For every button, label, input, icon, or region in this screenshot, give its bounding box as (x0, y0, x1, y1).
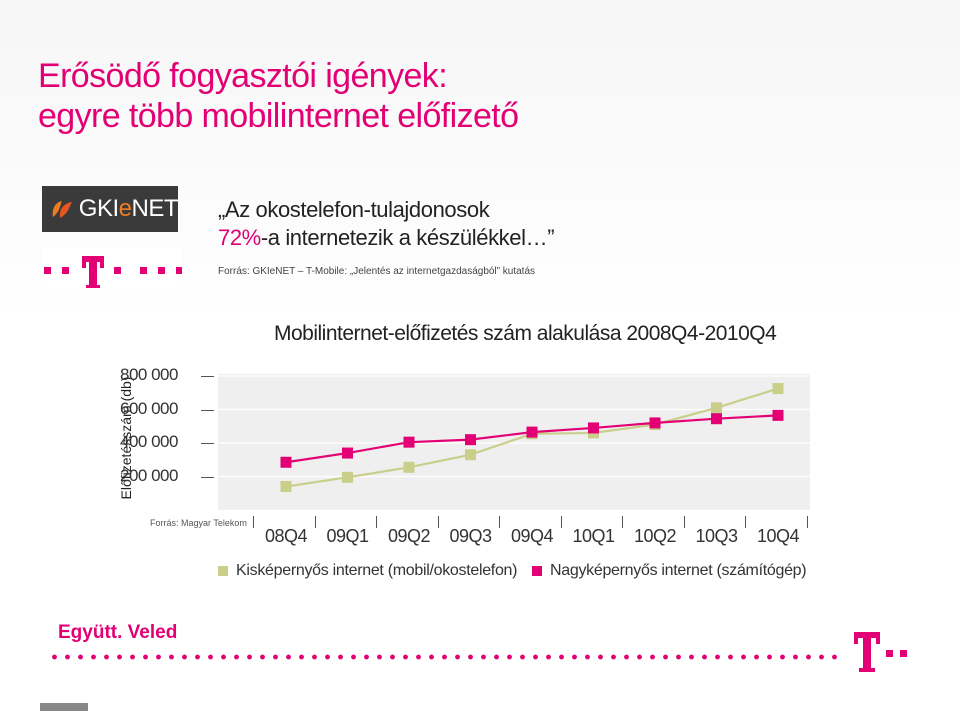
x-tick-separator (745, 516, 747, 528)
gkienet-logo-text: GKIeNET (78, 195, 179, 222)
t-mobile-logo-icon (44, 256, 182, 288)
x-tick-label: 08Q4 (264, 526, 308, 546)
source-note-chart: Forrás: Magyar Telekom (150, 518, 247, 528)
x-tick-label: 09Q3 (449, 526, 492, 546)
title-line-1: Erősödő fogyasztói igények: (38, 57, 448, 95)
y-tick-label: 600 000 (120, 398, 178, 418)
legend-label-large-screen: Nagyképernyős internet (számítógép) (550, 562, 807, 579)
t-logo-icon (854, 632, 907, 672)
legend-swatch-olive (218, 566, 228, 576)
y-tick-label: 200 000 (120, 465, 178, 485)
y-tick-mark (201, 409, 214, 411)
x-tick-label: 09Q4 (510, 526, 554, 546)
title-line-2: egyre több mobilinternet előfizető (38, 97, 519, 135)
x-tick-separator (806, 516, 808, 528)
legend-item-small-screen: Kisképernyős internet (mobil/okostelefon… (218, 562, 517, 580)
x-tick-separator (560, 516, 562, 528)
chart-title: Mobilinternet-előfizetés szám alakulása … (274, 322, 777, 345)
x-tick-label: 09Q1 (326, 526, 369, 546)
y-tick-label: 800 000 (120, 365, 178, 384)
quote: „Az okostelefon-tulajdonosok 72%-a inter… (218, 196, 638, 252)
legend-item-large-screen: Nagyképernyős internet (számítógép) (532, 562, 807, 580)
x-tick-label: 10Q1 (572, 526, 615, 546)
legend-label-small-screen: Kisképernyős internet (mobil/okostelefon… (236, 562, 518, 579)
quote-percentage: 72% (218, 225, 261, 250)
t-mobile-logo (42, 248, 182, 294)
y-tick-mark (201, 476, 214, 478)
tiny-footer-tag (40, 703, 88, 711)
quote-line-1: „Az okostelefon-tulajdonosok (218, 197, 490, 222)
x-tick-separator (683, 516, 685, 528)
y-tick-mark (201, 443, 214, 444)
footer-dotted-line (48, 654, 844, 660)
x-tick-label: 10Q4 (756, 526, 800, 546)
x-tick-separator (314, 516, 316, 528)
x-tick-separator (376, 516, 378, 528)
footer-band (38, 606, 924, 686)
gkienet-logo: GKIeNET (42, 186, 178, 232)
source-note-top: Forrás: GKIeNET – T-Mobile: „Jelentés az… (218, 266, 536, 277)
x-tick-separator (253, 516, 255, 528)
x-tick-separator (499, 516, 501, 528)
footer-slogan: Együtt. Veled (58, 622, 178, 643)
x-tick-label: 10Q2 (633, 526, 677, 546)
x-tick-separator (437, 516, 439, 528)
y-tick-label: 400 000 (120, 432, 178, 451)
x-tick-separator (622, 516, 624, 528)
y-tick-mark (201, 376, 214, 377)
page-title: Erősödő fogyasztói igények: egyre több m… (38, 56, 519, 136)
quote-line-2: 72%-a internetezik a készülékkel…” (218, 224, 638, 252)
x-tick-label: 09Q2 (387, 526, 431, 546)
x-tick-label: 10Q3 (695, 526, 738, 546)
leaf-icon (52, 200, 72, 218)
quote-rest: -a internetezik a készülékkel…” (260, 225, 555, 250)
legend-swatch-magenta (532, 566, 542, 576)
